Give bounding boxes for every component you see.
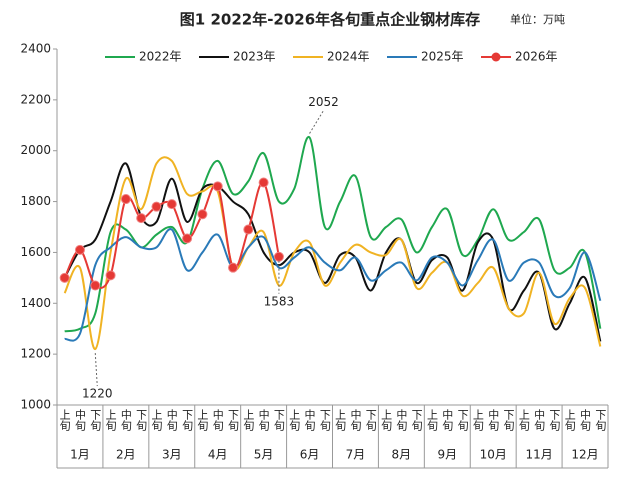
x-tick-label: 上旬 [471,409,484,432]
series-line [63,156,602,351]
x-tick-label: 上旬 [150,409,163,432]
data-point [59,272,70,283]
month-label: 9月 [437,448,457,462]
annotation: 2052 [308,95,339,109]
x-tick-label: 中旬 [349,409,362,432]
x-tick-label: 中旬 [487,409,500,432]
y-tick-label: 1400 [20,296,51,310]
x-tick-label: 下旬 [456,409,469,432]
x-tick-label: 中旬 [395,409,408,432]
x-tick-label: 上旬 [288,409,301,432]
x-tick-label: 上旬 [380,409,393,432]
x-tick-label: 下旬 [364,409,377,432]
series-line [64,228,602,342]
series-line [63,162,602,342]
x-tick-label: 上旬 [425,409,438,432]
x-tick-label: 下旬 [135,409,148,432]
data-point [273,251,284,262]
x-tick-label: 上旬 [104,409,117,432]
y-tick-label: 1000 [20,398,51,412]
data-point [136,213,147,224]
legend-label: 2025年 [421,50,464,64]
legend-label: 2026年 [515,50,558,64]
x-tick-label: 上旬 [517,409,530,432]
x-tick-label: 上旬 [242,409,255,432]
x-tick-label: 中旬 [119,409,132,432]
data-point [74,244,85,255]
x-tick-label: 中旬 [165,409,178,432]
data-point [166,199,177,210]
data-point [197,209,208,220]
x-tick-label: 下旬 [89,409,102,432]
x-tick-label: 中旬 [441,409,454,432]
y-tick-label: 1600 [20,245,51,259]
unit-label: 单位：万吨 [510,12,565,26]
x-tick-label: 下旬 [272,409,285,432]
data-point [228,262,239,273]
x-tick-label: 下旬 [548,409,561,432]
annotation-leader [94,353,98,387]
month-label: 6月 [300,448,320,462]
x-tick-label: 中旬 [579,409,592,432]
x-tick-label: 中旬 [303,409,316,432]
annotation: 1583 [264,294,295,308]
y-tick-label: 2000 [20,143,51,157]
x-tick-label: 中旬 [533,409,546,432]
x-tick-label: 下旬 [318,409,331,432]
x-tick-label: 下旬 [227,409,240,432]
legend-label: 2022年 [139,50,182,64]
x-tick-label: 中旬 [257,409,270,432]
month-label: 3月 [162,448,182,462]
x-tick-label: 下旬 [502,409,515,432]
x-tick-label: 下旬 [181,409,194,432]
month-label: 7月 [346,448,366,462]
data-point [243,224,254,235]
legend-marker [491,52,501,62]
x-tick-label: 下旬 [410,409,423,432]
chart-title: 图1 2022年-2026年各旬重点企业钢材库存 [180,11,480,29]
x-tick-label: 中旬 [73,409,86,432]
month-label: 4月 [208,448,228,462]
data-point [105,270,116,281]
x-tick-label: 中旬 [211,409,224,432]
x-tick-label: 上旬 [563,409,576,432]
y-tick-label: 1200 [20,347,51,361]
x-tick-label: 上旬 [196,409,209,432]
month-label: 12月 [571,448,598,462]
y-tick-label: 2400 [20,42,51,56]
data-point [151,201,162,212]
month-label: 8月 [392,448,412,462]
annotation: 1220 [82,387,113,401]
month-label: 1月 [70,448,90,462]
x-tick-label: 上旬 [58,409,71,432]
series-line [64,136,602,333]
y-tick-label: 1800 [20,194,51,208]
data-point [258,177,269,188]
month-label: 2月 [116,448,136,462]
annotation-leader [309,110,324,134]
month-label: 5月 [254,448,274,462]
month-label: 11月 [525,448,552,462]
x-tick-label: 上旬 [334,409,347,432]
data-point [120,194,131,205]
y-tick-label: 2200 [20,92,51,106]
legend-label: 2024年 [327,50,370,64]
legend-label: 2023年 [233,50,276,64]
month-label: 10月 [480,448,507,462]
data-point [90,280,101,291]
x-tick-label: 下旬 [594,409,607,432]
data-point [212,181,223,192]
data-point [182,233,193,244]
